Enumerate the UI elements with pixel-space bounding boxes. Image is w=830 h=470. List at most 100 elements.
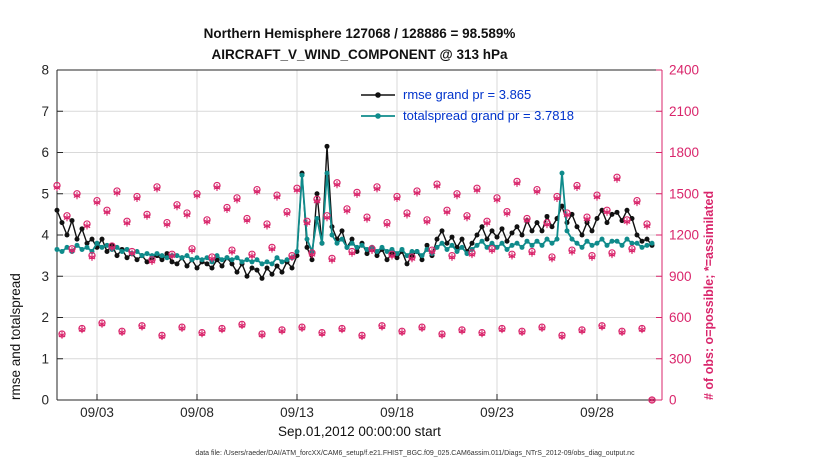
assimilated-asterisk-marker: [543, 222, 551, 227]
assimilated-asterisk-marker: [53, 185, 61, 190]
rmse-point: [594, 216, 600, 221]
left-axis-label: rmse and totalspread: [8, 273, 23, 400]
totalspread-point: [84, 244, 90, 250]
assimilated-asterisk-marker: [238, 323, 246, 328]
assimilated-asterisk-marker: [353, 192, 361, 197]
totalspread-point: [354, 244, 360, 250]
rmse-point: [599, 207, 605, 213]
assimilated-asterisk-marker: [493, 197, 501, 203]
rmse-point: [444, 240, 450, 246]
rmse-point: [494, 234, 500, 240]
rmse-point: [459, 236, 465, 242]
totalspread-point: [254, 257, 260, 263]
right-tick-label: 0: [669, 393, 677, 408]
assimilated-asterisk-marker: [88, 254, 96, 260]
left-tick-label: 0: [41, 393, 49, 408]
assimilated-asterisk-marker: [123, 220, 131, 226]
assimilated-asterisk-marker: [328, 257, 336, 263]
totalspread-point: [544, 236, 550, 242]
totalspread-point: [269, 261, 275, 267]
totalspread-point: [394, 251, 400, 257]
assimilated-asterisk-marker: [648, 397, 656, 403]
rmse-point: [234, 269, 240, 275]
rmse-point: [269, 271, 275, 277]
totalspread-point: [589, 242, 595, 248]
assimilated-asterisk-marker: [398, 330, 406, 335]
assimilated-asterisk-marker: [313, 198, 321, 204]
rmse-point: [264, 265, 270, 271]
totalspread-point: [104, 242, 110, 248]
assimilated-asterisk-marker: [103, 209, 111, 215]
assimilated-asterisk-marker: [278, 328, 286, 334]
rmse-point: [219, 263, 225, 269]
assimilated-asterisk-marker: [93, 200, 101, 205]
assimilated-asterisk-marker: [268, 246, 276, 252]
rmse-point: [54, 207, 60, 213]
right-tick-label: 1200: [669, 228, 699, 243]
totalspread-point: [404, 253, 410, 259]
totalspread-point: [119, 249, 125, 254]
rmse-point: [424, 242, 430, 248]
assimilated-asterisk-marker: [408, 256, 416, 261]
assimilated-asterisk-marker: [58, 332, 66, 338]
totalspread-point: [569, 236, 575, 242]
assimilated-asterisk-marker: [318, 331, 326, 337]
rmse-point: [89, 236, 95, 242]
totalspread-point: [174, 253, 180, 259]
totalspread-point: [159, 253, 165, 259]
totalspread-point: [419, 253, 425, 259]
totalspread-point: [639, 244, 645, 250]
assimilated-asterisk-marker: [113, 190, 121, 196]
rmse-point: [104, 249, 110, 254]
totalspread-point: [444, 246, 450, 252]
rmse-point: [309, 257, 315, 263]
rmse-point: [499, 226, 505, 232]
assimilated-asterisk-marker: [508, 253, 516, 259]
totalspread-point: [649, 240, 655, 246]
rmse-line-sample-icon: [361, 91, 395, 98]
assimilated-asterisk-marker: [418, 325, 426, 331]
totalspread-point: [204, 255, 210, 261]
assimilated-asterisk-marker: [188, 248, 196, 253]
totalspread-point: [454, 249, 460, 254]
data-file-footnote: data file: /Users/raeder/DAI/ATM_forcXX/…: [195, 450, 635, 457]
totalspread-point: [294, 249, 300, 254]
assimilated-asterisk-marker: [393, 196, 401, 201]
totalspread-point: [614, 238, 620, 244]
rmse-point: [229, 261, 235, 267]
assimilated-asterisk-marker: [358, 334, 366, 339]
rmse-point: [259, 275, 265, 281]
assimilated-asterisk-marker: [283, 211, 291, 216]
totalspread-point: [234, 255, 240, 261]
assimilated-asterisk-marker: [128, 250, 136, 256]
totalspread-point: [644, 242, 650, 248]
assimilated-asterisk-marker: [563, 212, 571, 218]
assimilated-asterisk-marker: [568, 249, 576, 255]
totalspread-point: [189, 257, 195, 263]
totalspread-point: [324, 170, 330, 176]
assimilated-asterisk-marker: [413, 190, 421, 196]
assimilated-asterisk-marker: [253, 189, 261, 194]
rmse-point: [394, 255, 400, 261]
totalspread-point: [574, 240, 580, 246]
totalspread-point: [134, 249, 140, 254]
totalspread-point: [479, 238, 485, 244]
rmse-point: [134, 257, 140, 263]
assimilated-asterisk-marker: [108, 245, 116, 250]
rmse-point: [569, 211, 575, 217]
x-tick-label: 09/13: [280, 405, 314, 420]
totalspread-point: [114, 244, 120, 250]
rmse-point: [449, 234, 455, 240]
assimilated-asterisk-marker: [498, 327, 506, 332]
rmse-point: [244, 273, 250, 279]
assimilated-asterisk-marker: [258, 332, 266, 338]
rmse-point: [169, 259, 175, 265]
totalspread-point: [449, 242, 455, 248]
rmse-point: [479, 224, 485, 230]
rmse-point: [469, 240, 475, 246]
rmse-point: [539, 228, 545, 234]
rmse-point: [364, 251, 370, 257]
assimilated-asterisk-marker: [248, 253, 256, 259]
assimilated-asterisk-marker: [603, 209, 611, 215]
totalspread-point: [609, 238, 615, 244]
